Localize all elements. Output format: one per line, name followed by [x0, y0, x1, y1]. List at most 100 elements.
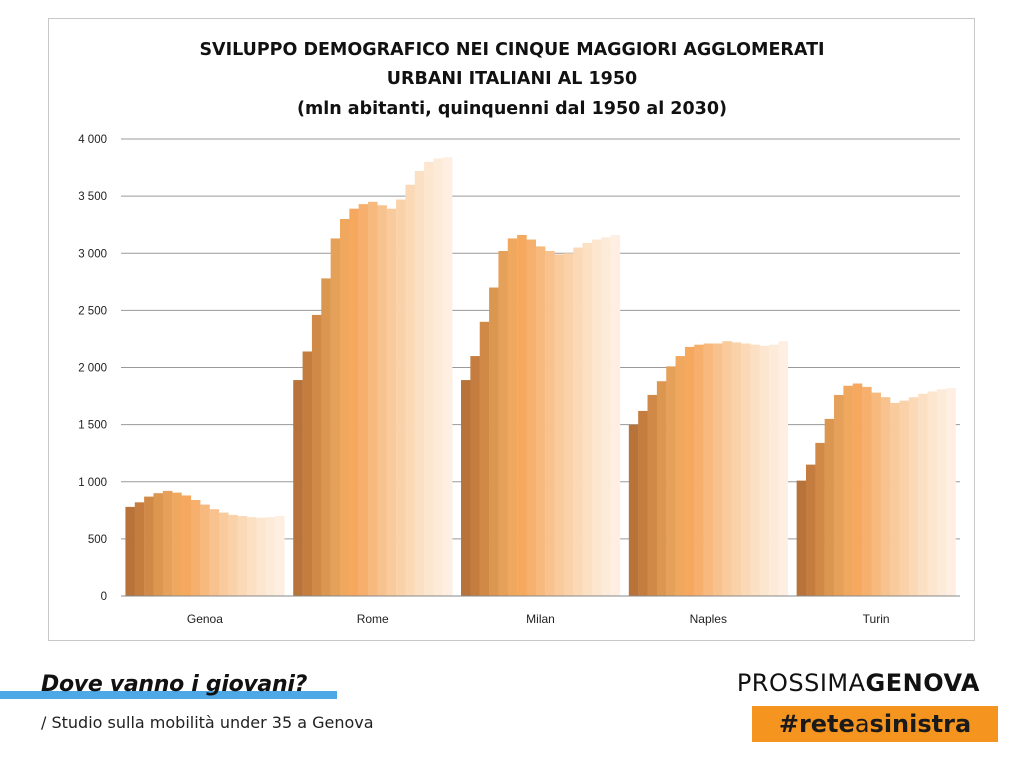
y-tick-label: 0 [101, 591, 107, 603]
bar-genoa-1955 [134, 502, 145, 596]
bar-milan-1990 [535, 246, 546, 596]
brand-bold: GENOVA [865, 669, 980, 697]
bar-genoa-2020 [256, 517, 266, 596]
bar-naples-2005 [731, 342, 742, 596]
category-label-rome: Rome [357, 612, 389, 626]
bar-rome-1970 [330, 238, 341, 596]
bar-rome-2005 [396, 199, 406, 597]
bar-rome-1975 [339, 218, 350, 597]
brand-logo: PROSSIMAGENOVA [737, 669, 980, 697]
y-axis-ticks: 0 500 1 000 1 500 2 000 2 500 3 000 3 500 4 000 [78, 134, 107, 603]
bar-turin-2010 [908, 397, 919, 596]
bar-turin-2000 [890, 402, 900, 596]
y-tick-label: 2 500 [78, 305, 107, 317]
bar-rome-2015 [414, 170, 425, 597]
y-tick-label: 4 000 [78, 134, 107, 146]
bar-turin-1990 [871, 392, 881, 596]
bar-turin-1955 [805, 464, 816, 596]
bar-turin-2030 [946, 388, 956, 596]
bar-rome-1965 [321, 278, 331, 596]
bar-naples-1980 [684, 346, 695, 596]
bar-naples-2030 [778, 341, 788, 596]
bar-milan-1960 [479, 321, 490, 596]
bar-genoa-2030 [275, 516, 285, 596]
bar-rome-1950 [293, 380, 303, 596]
bar-genoa-2005 [228, 514, 238, 596]
chart-frame: SVILUPPO DEMOGRAFICO NEI CINQUE MAGGIORI… [48, 18, 975, 641]
bar-turin-2015 [918, 393, 928, 596]
bar-genoa-1960 [144, 496, 154, 596]
bar-rome-1960 [311, 314, 322, 596]
bars [125, 157, 956, 597]
bar-naples-1995 [712, 343, 723, 596]
bar-milan-1955 [470, 356, 480, 596]
bar-rome-2025 [433, 158, 444, 597]
bar-naples-1990 [703, 343, 714, 596]
y-tick-label: 1 500 [78, 420, 107, 432]
bar-genoa-2000 [218, 512, 229, 596]
bar-naples-1965 [656, 381, 667, 596]
bar-milan-1970 [498, 250, 508, 596]
chart-title-line-3: (mln abitanti, quinquenni dal 1950 al 20… [297, 99, 727, 119]
bar-turin-1995 [880, 397, 891, 596]
bar-naples-1970 [666, 366, 676, 596]
category-labels: Genoa Rome Milan Naples Turin [187, 612, 890, 626]
bar-turin-1985 [862, 386, 872, 596]
bar-turin-1970 [834, 394, 844, 596]
category-label-turin: Turin [863, 612, 890, 626]
bar-milan-2025 [601, 237, 611, 596]
bar-rome-1995 [377, 205, 387, 596]
bar-milan-1995 [545, 250, 555, 596]
bar-milan-1965 [489, 287, 499, 596]
bar-turin-2020 [927, 391, 938, 596]
bar-milan-2015 [582, 242, 593, 596]
hashtag-part-sinistra: sinistra [869, 710, 972, 738]
bar-naples-1950 [628, 424, 639, 597]
bar-rome-2000 [386, 208, 397, 596]
bar-turin-1965 [824, 418, 835, 596]
bar-turin-1950 [796, 480, 807, 596]
bar-genoa-1965 [153, 493, 164, 596]
bar-naples-1985 [694, 344, 704, 596]
bar-rome-2030 [442, 157, 453, 596]
y-tick-label: 3 500 [78, 191, 107, 203]
bar-milan-2010 [573, 247, 583, 597]
bar-milan-1980 [517, 234, 527, 596]
bar-naples-2000 [722, 341, 732, 596]
y-tick-label: 3 000 [78, 248, 107, 260]
hashtag-part-a: a [854, 710, 870, 738]
bar-rome-1980 [349, 208, 359, 596]
bar-turin-1960 [815, 442, 825, 596]
bar-rome-1985 [358, 204, 369, 596]
bar-rome-1955 [302, 351, 313, 596]
bar-turin-2005 [899, 400, 910, 596]
bar-milan-2030 [610, 234, 621, 596]
bar-genoa-1970 [162, 490, 173, 596]
bar-naples-2020 [759, 345, 770, 596]
bar-rome-1990 [368, 201, 378, 596]
bar-naples-1955 [638, 410, 648, 596]
bar-naples-2010 [741, 343, 751, 596]
bar-milan-1985 [526, 239, 537, 597]
bar-milan-1950 [461, 380, 471, 596]
y-tick-label: 500 [88, 534, 107, 546]
chart-title-line-2: URBANI ITALIANI AL 1950 [387, 69, 637, 89]
y-tick-label: 2 000 [78, 363, 107, 375]
bar-rome-2020 [424, 161, 434, 596]
bar-turin-1980 [852, 383, 863, 596]
bar-genoa-1995 [209, 509, 220, 596]
bar-milan-2020 [591, 239, 602, 597]
y-tick-label: 1 000 [78, 477, 107, 489]
brand-light: PROSSIMA [736, 669, 866, 697]
bar-turin-2025 [936, 389, 947, 596]
bar-naples-2025 [769, 344, 779, 596]
footer-title: Dove vanno i giovani? [41, 672, 308, 697]
chart-title-line-1: SVILUPPO DEMOGRAFICO NEI CINQUE MAGGIORI… [199, 40, 824, 60]
category-label-genoa: Genoa [187, 612, 223, 626]
hashtag-badge: #reteasinistra [752, 706, 998, 742]
bar-naples-1975 [675, 356, 686, 596]
category-label-milan: Milan [526, 612, 555, 626]
bar-genoa-1985 [190, 500, 201, 596]
bar-milan-1975 [507, 238, 518, 596]
bar-genoa-1950 [125, 506, 135, 596]
